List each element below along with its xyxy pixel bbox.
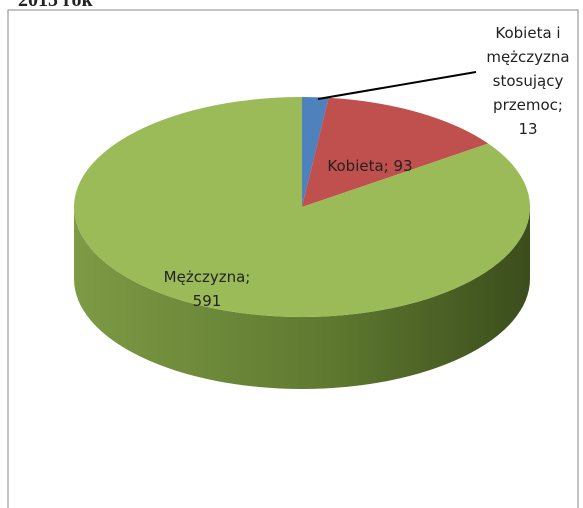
data-label: 13 — [518, 120, 537, 138]
data-label: Kobieta; 93 — [327, 157, 412, 175]
data-label: stosujący — [493, 72, 564, 90]
pie-slice — [302, 97, 489, 207]
pie-side — [74, 207, 530, 389]
data-label: mężczyzna — [486, 48, 569, 66]
data-label: Kobieta i — [495, 24, 560, 42]
data-label: 591 — [193, 292, 222, 310]
data-label: przemoc; — [493, 96, 563, 114]
pie-slice — [74, 97, 531, 317]
pie-slice — [302, 97, 329, 207]
data-label: Mężczyzna; — [164, 268, 251, 286]
chart-title: 2015 rok — [18, 0, 94, 11]
leader-line — [317, 71, 477, 100]
